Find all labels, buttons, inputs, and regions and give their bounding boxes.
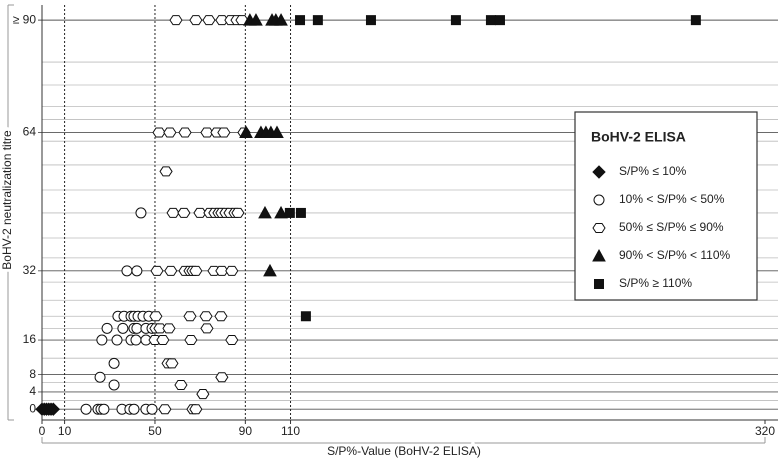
point [152, 127, 166, 138]
point [196, 389, 210, 400]
point [153, 323, 167, 334]
point [164, 265, 178, 276]
legend-label: 10% < S/P% < 50% [619, 192, 725, 206]
legend-marker [594, 279, 604, 289]
point [295, 15, 306, 26]
y-axis-label: BoHV-2 neutralization titre [0, 130, 14, 270]
point [131, 265, 143, 277]
point [274, 205, 288, 219]
point [295, 207, 306, 218]
x-axis-label: S/P%-Value (BoHV-2 ELISA) [327, 444, 481, 458]
point [690, 15, 701, 26]
point [215, 372, 229, 383]
point [189, 404, 203, 415]
point [215, 15, 229, 26]
y-tick-label: 0 [29, 401, 36, 415]
point [128, 403, 140, 415]
point [131, 322, 143, 334]
legend-marker [592, 165, 606, 179]
point [214, 311, 228, 322]
point [200, 323, 214, 334]
point [149, 311, 163, 322]
point [130, 334, 142, 346]
point [312, 15, 323, 26]
point [239, 125, 253, 139]
point [193, 207, 207, 218]
point [117, 322, 129, 334]
point [249, 13, 263, 26]
point [46, 402, 61, 416]
legend-marker [593, 194, 605, 206]
point [270, 125, 284, 139]
x-tick-label: 50 [148, 424, 162, 438]
point [80, 403, 92, 415]
point [108, 357, 120, 369]
point [225, 335, 239, 346]
point [121, 265, 133, 277]
point [184, 335, 198, 346]
point [101, 322, 113, 334]
point [450, 15, 461, 26]
point [178, 127, 192, 138]
point [159, 166, 173, 177]
y-tick-label: 8 [29, 367, 36, 381]
legend-title: BoHV-2 ELISA [591, 129, 686, 145]
point [162, 323, 176, 334]
x-tick-label: 320 [755, 424, 775, 438]
legend-marker [592, 248, 606, 262]
point [108, 379, 120, 391]
point [189, 265, 203, 276]
legend-box [574, 111, 758, 301]
x-tick-label: 10 [58, 424, 72, 438]
y-tick-label: 32 [23, 263, 37, 277]
legend-label: 50% ≤ S/P% ≤ 90% [619, 220, 724, 234]
point [98, 403, 110, 415]
point [202, 15, 216, 26]
point [274, 13, 288, 26]
point [96, 334, 108, 346]
legend-label: 90% < S/P% < 110% [619, 248, 731, 262]
legend-label: S/P% ≤ 10% [619, 164, 687, 178]
point [217, 127, 231, 138]
y-tick-label: 64 [23, 125, 37, 139]
x-tick-label: 110 [281, 424, 300, 438]
point [163, 127, 177, 138]
point [263, 263, 277, 277]
point [150, 265, 164, 276]
x-tick-label: 0 [39, 424, 46, 438]
point [183, 311, 197, 322]
point [158, 404, 172, 415]
point [189, 15, 203, 26]
legend-marker [592, 222, 606, 234]
point [485, 15, 496, 26]
point [494, 15, 505, 26]
point [111, 334, 123, 346]
point [215, 265, 229, 276]
point [169, 15, 183, 26]
y-tick-label: 4 [29, 384, 36, 398]
point [174, 379, 188, 390]
point [284, 207, 295, 218]
point [177, 207, 191, 218]
point [156, 335, 170, 346]
y-tick-label: ≥ 90 [13, 12, 37, 26]
y-tick-label: 16 [23, 332, 37, 346]
point [231, 207, 245, 218]
point [165, 358, 179, 369]
point [365, 15, 376, 26]
point [200, 127, 214, 138]
point [94, 371, 106, 383]
point [166, 207, 180, 218]
point [258, 205, 272, 219]
point [199, 311, 213, 322]
point [146, 403, 158, 415]
legend-label: S/P% ≥ 110% [619, 276, 692, 290]
point [135, 207, 147, 219]
point [225, 265, 239, 276]
x-tick-label: 90 [239, 424, 253, 438]
point [300, 311, 311, 322]
